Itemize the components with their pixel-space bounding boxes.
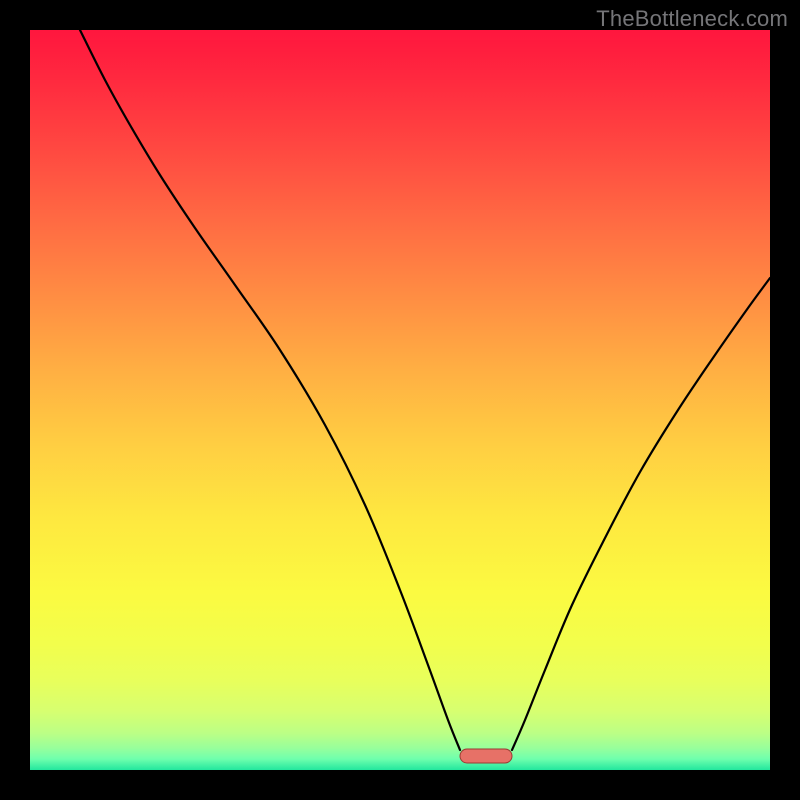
bottleneck-chart <box>0 0 800 800</box>
minimum-marker <box>460 749 512 763</box>
chart-container: { "watermark": { "text": "TheBottleneck.… <box>0 0 800 800</box>
plot-background <box>30 30 770 770</box>
watermark-text: TheBottleneck.com <box>596 6 788 32</box>
